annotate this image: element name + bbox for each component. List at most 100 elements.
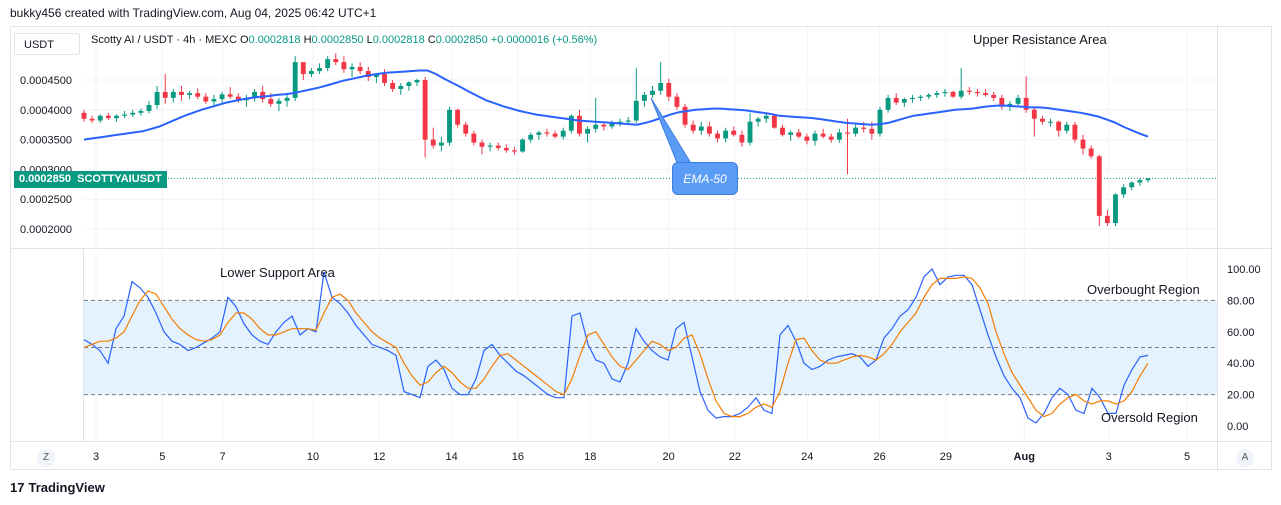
candle-body [747, 121, 753, 143]
stoch-tick-label: 60.00 [1227, 327, 1255, 339]
candle-body [633, 100, 639, 121]
candle-body [503, 147, 509, 151]
candle-body [845, 132, 850, 134]
overbought-label: Overbought Region [1087, 282, 1200, 297]
candle-body [487, 145, 493, 147]
candle-body [138, 110, 144, 113]
candle-body [674, 96, 680, 107]
candle-body [536, 132, 542, 135]
candle-body [666, 82, 672, 97]
candle-body [414, 80, 420, 83]
candle-body [260, 91, 266, 100]
legend-symbol: Scotty AI / USDT · 4h · MEXC [91, 34, 237, 46]
candle-body [219, 94, 225, 100]
time-tick-label: 29 [940, 451, 952, 463]
candle-body [950, 91, 956, 97]
legend-change: +0.0000016 (+0.56%) [490, 34, 598, 46]
legend-h-value: 0.0002850 [311, 34, 364, 46]
candle-body [179, 91, 184, 95]
candle-body [771, 115, 777, 128]
legend-l-value: 0.0002818 [372, 34, 425, 46]
candle-body [788, 132, 794, 135]
candle-body [755, 118, 761, 122]
candle-body [463, 124, 469, 134]
candle-body [1048, 121, 1053, 123]
candle-body [195, 93, 201, 97]
candle-body [471, 133, 477, 143]
candle-body [812, 133, 818, 141]
stoch-k-line [83, 267, 1149, 424]
candle-body [398, 85, 404, 89]
candle-body [918, 96, 924, 98]
currency-selector[interactable]: USDT [14, 33, 80, 55]
candle-body [276, 100, 282, 104]
time-tick-label: Aug [1014, 451, 1035, 463]
candle-body [739, 134, 745, 143]
candle-body [1113, 194, 1118, 224]
candle-body [187, 93, 193, 95]
candle-body [422, 80, 428, 140]
ema-callout: EMA-50 [672, 162, 738, 195]
time-tick-label: 7 [220, 451, 226, 463]
price-tick-label: 0.0002000 [20, 224, 72, 236]
candle-body [942, 91, 948, 94]
candle-body [999, 97, 1005, 107]
candle-body [227, 94, 233, 97]
zoom-button[interactable]: Z [37, 449, 55, 467]
stoch-d-line [83, 276, 1149, 418]
candle-body [81, 112, 87, 119]
time-tick-label: 14 [446, 451, 458, 463]
stoch-tick-label: 100.00 [1227, 264, 1261, 276]
candle-body [438, 142, 444, 146]
candle-body [211, 99, 217, 102]
candle-body [1080, 139, 1086, 149]
time-tick-label: 3 [1106, 451, 1112, 463]
candle-body [934, 93, 940, 95]
candle-body [991, 94, 997, 98]
legend-o-label: O [239, 34, 249, 46]
time-tick-label: 10 [307, 451, 319, 463]
time-tick-label: 16 [512, 451, 524, 463]
auto-scale-button[interactable]: A [1236, 449, 1254, 467]
candle-body [114, 115, 119, 119]
candle-body [901, 99, 907, 103]
candle-body [585, 128, 591, 134]
oversold-label: Oversold Region [1101, 410, 1198, 425]
candle-body [89, 118, 95, 121]
candle-body [1096, 156, 1102, 216]
candle-body [796, 132, 802, 137]
upper-resistance-label: Upper Resistance Area [973, 32, 1107, 47]
candle-body [235, 96, 241, 101]
candle-body [1129, 182, 1135, 188]
candle-body [641, 94, 647, 101]
current-price-symbol: SCOTTYAIUSDT [77, 173, 162, 185]
candle-body [308, 71, 314, 75]
price-tick-label: 0.0004500 [20, 75, 72, 87]
candle-body [910, 97, 915, 100]
legend-o-value: 0.0002818 [248, 34, 301, 46]
candle-body [373, 74, 379, 78]
candle-body [698, 126, 704, 131]
time-tick-label: 18 [584, 451, 596, 463]
candle-body [682, 106, 688, 125]
candle-body [349, 66, 355, 70]
lower-support-label: Lower Support Area [220, 265, 335, 280]
candle-body [455, 109, 461, 125]
candle-body [390, 82, 396, 89]
candle-body [130, 112, 136, 115]
time-tick-label: 5 [159, 451, 165, 463]
candle-body [601, 124, 607, 127]
legend-l-label: L [366, 34, 373, 46]
candle-body [1015, 97, 1021, 104]
header-credit: bukky456 created with TradingView.com, A… [10, 6, 377, 20]
stoch-band-fill [84, 300, 1217, 395]
ema50-line [83, 69, 1149, 141]
candle-body [828, 136, 834, 140]
candle-body [763, 115, 769, 119]
legend-h-label: H [303, 34, 312, 46]
candle-body [877, 109, 883, 134]
candle-body [406, 82, 412, 86]
stoch-tick-label: 80.00 [1227, 295, 1255, 307]
candle-body [284, 97, 290, 101]
